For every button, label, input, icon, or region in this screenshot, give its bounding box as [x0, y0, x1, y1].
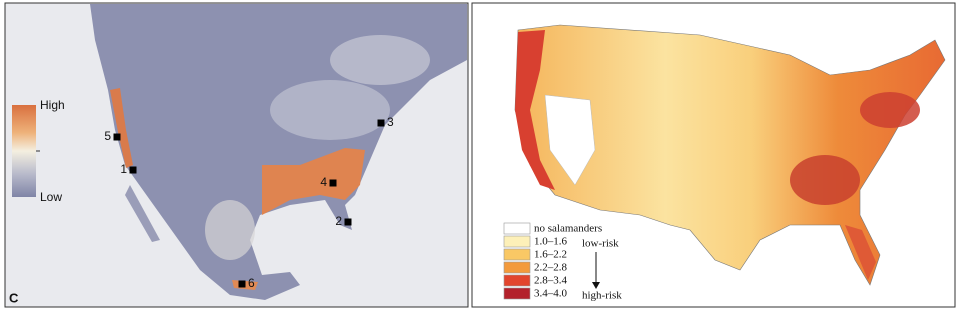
west-coast-high: [515, 30, 555, 190]
legend-label: 2.8–3.4: [534, 275, 568, 287]
legend-label: 1.0–1.6: [534, 236, 568, 248]
legend-swatch: [503, 274, 531, 287]
northeast-region: [330, 35, 430, 85]
legend-label: 3.4–4.0: [534, 288, 568, 300]
us-map: [514, 24, 946, 286]
sites: 1 2 3 4 5 6: [104, 115, 394, 290]
baja: [125, 185, 160, 242]
low-risk-label: low-risk: [582, 238, 619, 250]
high-risk-label: high-risk: [582, 290, 622, 302]
legend-swatch: [503, 222, 531, 235]
right-map: no salamanders1.0–1.61.6–2.22.2–2.82.8–3…: [471, 2, 956, 308]
legend-swatch: [503, 235, 531, 248]
left-map: High Low C 1 2 3 4 5 6: [4, 2, 469, 308]
site-label: 1: [120, 162, 127, 176]
florida: [845, 225, 876, 280]
legend: no salamanders1.0–1.61.6–2.22.2–2.82.8–3…: [503, 222, 602, 300]
appalachia-high: [790, 155, 860, 205]
great-lakes-region: [270, 80, 390, 140]
site-label: 6: [248, 276, 255, 290]
risk-arrow-head: [592, 282, 600, 289]
legend-swatch: [503, 248, 531, 261]
legend-label: no salamanders: [534, 223, 602, 235]
site-marker: [329, 179, 337, 187]
site-marker: [238, 280, 246, 288]
site-label: 2: [335, 214, 342, 228]
no-salamander-region: [544, 94, 596, 186]
panel-label: C: [9, 290, 19, 305]
site-marker: [344, 218, 352, 226]
legend-label: 2.2–2.8: [534, 262, 568, 274]
legend-swatch: [503, 261, 531, 274]
site-label: 5: [104, 129, 111, 143]
legend-label: 1.6–2.2: [534, 249, 567, 261]
site-marker: [377, 119, 385, 127]
colorbar: [12, 105, 36, 197]
texas-region: [205, 200, 255, 260]
site-label: 4: [320, 175, 327, 189]
colorbar-high: High: [40, 98, 65, 112]
legend-swatch: [503, 287, 531, 300]
site-marker: [113, 133, 121, 141]
site-marker: [129, 166, 137, 174]
colorbar-low: Low: [40, 190, 62, 204]
northeast-high: [860, 92, 920, 128]
west-coast-hotspot: [110, 88, 133, 168]
site-label: 3: [387, 115, 394, 129]
southeast-hotspot: [262, 148, 365, 215]
